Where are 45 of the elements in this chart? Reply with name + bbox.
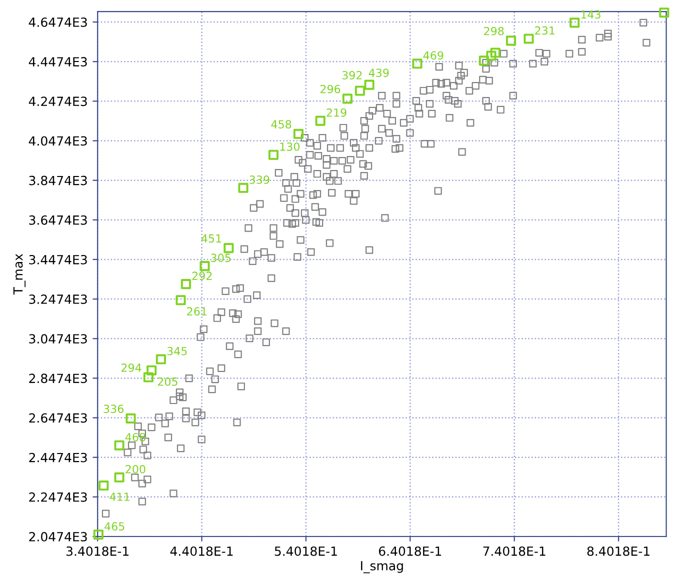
y-tick-label: 3.8474E3 [29,176,87,186]
annotation: 465 [104,522,124,531]
annotation: 261 [187,307,206,316]
annotation: 451 [201,234,222,243]
annotation: 305 [211,254,231,262]
annotation: 294 [121,363,142,372]
x-tick-label: 6.4018E-1 [378,546,442,556]
annotation: 298 [484,26,504,36]
annotation: 439 [368,68,389,78]
annotation: 339 [250,176,270,184]
annotation: 469 [423,51,444,60]
annotation: 468 [125,432,146,442]
annotation: 296 [320,84,340,94]
annotation: 345 [167,346,187,356]
x-tick-label: 7.4018E-1 [483,546,546,556]
y-tick-label: 4.4474E3 [28,57,87,67]
y-tick-label: 3.4474E3 [29,254,87,264]
y-tick-label: 4.2474E3 [28,96,87,106]
annotation: 219 [326,108,346,117]
x-tick-label: 4.4018E-1 [170,546,233,556]
annotation: 392 [342,71,362,80]
x-tick-label: 8.4018E-1 [587,546,650,556]
y-tick-label: 3.0474E3 [29,334,87,344]
annotation: 292 [192,272,212,280]
y-tick-label: 2.2474E3 [29,492,87,502]
annotation: 205 [158,377,178,386]
y-tick-label: 4.6474E3 [28,17,87,27]
annotation: 200 [126,465,146,474]
y-tick-label: 2.4474E3 [29,452,87,462]
y-tick-label: 3.2474E3 [29,294,87,304]
annotation: 411 [110,492,130,501]
y-tick-label: 3.6474E3 [29,215,87,225]
annotation: 130 [280,142,300,151]
x-tick-label: 5.4018E-1 [274,546,337,556]
y-tick-label: 2.0474E3 [29,532,87,542]
annotation: 336 [104,404,124,414]
annotation: 458 [271,120,292,128]
annotation: 143 [581,10,600,19]
y-tick-label: 2.8474E3 [29,374,87,384]
y-tick-label: 4.0474E3 [28,136,87,146]
x-axis-title: I_smag [361,561,403,574]
y-axis-title: T_max [13,254,26,295]
x-tick-label: 3.4018E-1 [66,546,128,556]
y-tick-label: 2.6474E3 [29,413,87,423]
annotation: 231 [535,26,554,35]
